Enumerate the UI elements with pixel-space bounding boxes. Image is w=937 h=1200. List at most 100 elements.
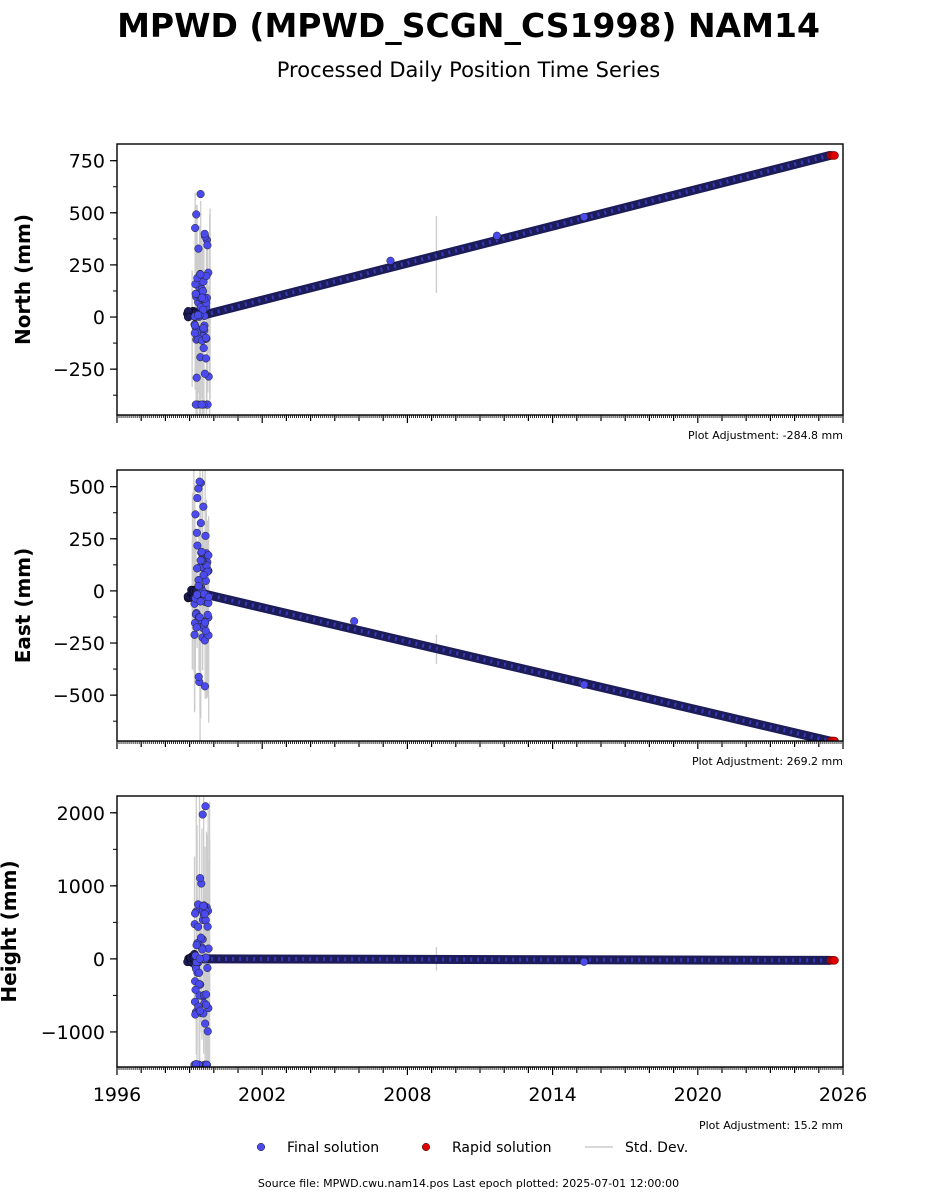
y-tick-label: 500 [69, 477, 105, 499]
y-axis-label: North (mm) [11, 214, 35, 345]
final-solution-point [192, 373, 201, 382]
final-solution-point [193, 590, 202, 599]
final-solution-point [191, 510, 200, 519]
y-tick-label: −250 [53, 359, 105, 381]
plot-frame [116, 795, 844, 1068]
final-solution-point [196, 190, 205, 199]
final-solution-point [201, 626, 210, 636]
final-solution-point [201, 531, 210, 540]
final-solution-point [200, 369, 209, 378]
final-solution-point [194, 311, 203, 320]
final-solution-point [198, 945, 207, 954]
final-solution-point [203, 241, 212, 250]
final-solution-point [199, 305, 208, 314]
final-solution-point [197, 547, 206, 556]
final-solution-point [191, 985, 200, 994]
final-solution-point [199, 502, 208, 511]
legend-marker [256, 1142, 266, 1152]
y-tick-label: 0 [93, 307, 105, 329]
final-solution-point [194, 672, 203, 681]
final-solution-point [196, 519, 205, 528]
plot-adjustment-label: Plot Adjustment: 15.2 mm [699, 1119, 843, 1132]
final-solution-point [202, 990, 211, 999]
final-solution-point [492, 231, 501, 240]
final-solution-point [196, 1006, 205, 1015]
legend-marker [421, 1142, 431, 1152]
final-solution-point [195, 968, 204, 977]
data-layer [183, 796, 839, 1067]
rapid-solution-point [830, 151, 839, 160]
final-solution-point [203, 1027, 212, 1036]
final-solution-point [199, 901, 208, 910]
y-tick-label: 1000 [57, 876, 105, 898]
data-layer [183, 470, 839, 741]
final-solution-point [192, 528, 201, 537]
final-solution-point [192, 210, 201, 219]
x-tick-label: 1996 [93, 1084, 141, 1106]
legend-label: Final solution [287, 1140, 379, 1156]
final-solution-trend [199, 589, 835, 741]
plot-frame [116, 143, 844, 416]
final-solution-point [192, 623, 201, 632]
final-solution-point [194, 922, 203, 931]
final-solution-point [190, 321, 199, 330]
final-solution-point [201, 333, 211, 342]
final-solution-point [196, 874, 205, 883]
x-tick-label: 2014 [528, 1084, 576, 1106]
y-tick-label: 0 [93, 949, 105, 971]
final-solution-point [201, 802, 210, 811]
final-solution-point [201, 1019, 210, 1028]
data-layer [183, 150, 839, 415]
final-solution-point [192, 941, 201, 950]
chart-title: MPWD (MPWD_SCGN_CS1998) NAM14 [117, 6, 820, 45]
final-solution-point [190, 630, 199, 639]
y-tick-label: 500 [69, 203, 105, 225]
plot-adjustment-label: Plot Adjustment: 269.2 mm [692, 755, 843, 768]
final-solution-point [191, 223, 200, 233]
final-solution-point [196, 597, 205, 606]
y-axis-label: Height (mm) [0, 860, 21, 1002]
final-solution-point [194, 244, 203, 253]
final-solution-point [200, 910, 209, 919]
plot-adjustment-label: Plot Adjustment: -284.8 mm [688, 429, 843, 442]
final-solution-trend [199, 954, 835, 965]
final-solution-point [195, 980, 204, 989]
final-solution-point [580, 957, 589, 966]
final-solution-point [197, 400, 206, 409]
final-solution-point [199, 324, 208, 333]
legend-label: Rapid solution [452, 1140, 552, 1156]
y-tick-label: 0 [93, 581, 105, 603]
y-tick-label: 250 [69, 529, 105, 551]
final-solution-point [580, 212, 589, 222]
legend-label: Std. Dev. [625, 1140, 688, 1156]
plot-frame [116, 469, 844, 742]
final-solution-point [202, 1060, 211, 1067]
panel-north: −250 0 250 500 750 North (mm) Plot Adjustment:… [11, 143, 844, 442]
final-solution-point [201, 618, 210, 627]
rapid-solution-point [830, 956, 839, 965]
final-solution-point [191, 909, 200, 918]
legend-final-solution: Final solution [256, 1140, 379, 1156]
final-solution-point [580, 680, 589, 689]
final-solution-point [192, 1060, 201, 1067]
chart-subtitle: Processed Daily Position Time Series [276, 58, 661, 82]
y-tick-label: −500 [53, 685, 105, 707]
final-solution-point [203, 610, 212, 619]
final-solution-point [193, 541, 202, 550]
y-tick-label: 2000 [57, 803, 105, 825]
final-solution-point [202, 1000, 211, 1009]
final-solution-point [201, 354, 211, 363]
y-axis-label: East (mm) [11, 548, 35, 664]
final-solution-point [196, 933, 206, 942]
final-solution-point [200, 229, 209, 238]
final-solution-point [350, 617, 359, 626]
final-solution-trend-highlight [203, 153, 831, 317]
panel-height: −1000 0 1000 2000 Height (mm) Plot Adjustment… [0, 795, 844, 1132]
final-solution-point [203, 963, 212, 972]
final-solution-point [194, 581, 203, 590]
final-solution-point [190, 329, 199, 338]
final-solution-point [193, 493, 202, 503]
final-solution-point [199, 570, 208, 580]
final-solution-point [193, 564, 202, 573]
